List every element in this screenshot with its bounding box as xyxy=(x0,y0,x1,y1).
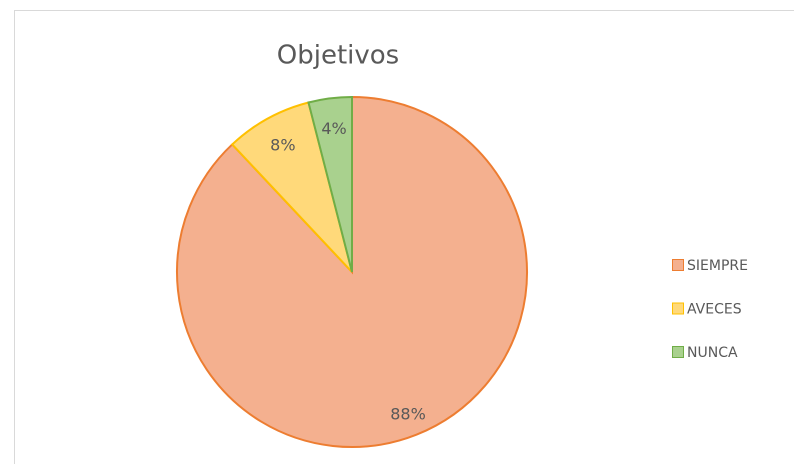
legend-label: NUNCA xyxy=(687,345,738,361)
legend-label: SIEMPRE xyxy=(687,258,748,274)
data-label: 4% xyxy=(321,119,346,138)
pie-slice xyxy=(307,95,353,273)
legend-swatch xyxy=(672,302,684,315)
legend-swatch xyxy=(672,346,684,358)
chart-title: Objetivos xyxy=(277,41,399,71)
data-label: 8% xyxy=(270,136,295,155)
legend-swatch xyxy=(672,259,684,271)
legend-label: AVECES xyxy=(687,302,742,318)
data-label: 88% xyxy=(390,405,426,424)
